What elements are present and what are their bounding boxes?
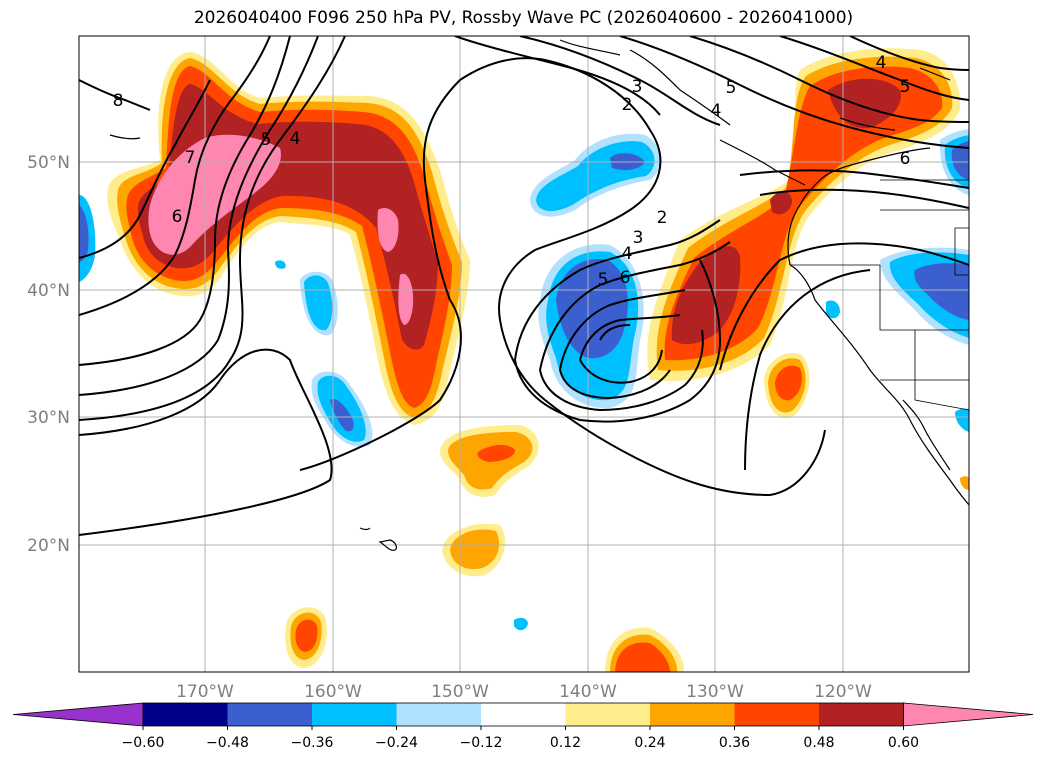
contour-label-4-west: 4 bbox=[290, 129, 301, 149]
negative-anomaly-w2c bbox=[330, 399, 354, 432]
contour-label-7: 7 bbox=[185, 148, 196, 168]
colorbar-frame bbox=[142, 702, 904, 727]
coastlines bbox=[109, 39, 969, 551]
colorbar-segment bbox=[650, 703, 735, 726]
colorbar-ticks: −0.60 −0.48 −0.36 −0.24 −0.12 0.12 0.24 0.36 0.4… bbox=[122, 726, 919, 751]
positive-anomaly-ne-darkred bbox=[671, 246, 741, 345]
lon-label-140w: 140°W bbox=[559, 682, 617, 702]
contour-label-5-west: 5 bbox=[261, 130, 272, 150]
colorbar-tick-label: −0.48 bbox=[206, 735, 249, 751]
colorbar-segment bbox=[819, 703, 904, 726]
contour-labels: 8 7 6 5 4 3 2 5 4 4 5 6 2 3 4 5 6 bbox=[113, 53, 911, 290]
negative-anomaly-small-1 bbox=[826, 300, 840, 319]
negative-anomaly-west-edge-b bbox=[79, 205, 89, 262]
lat-label-50n: 50°N bbox=[27, 153, 70, 173]
colorbar-tick-label: 0.12 bbox=[550, 735, 581, 751]
positive-anomaly-nw-pink2 bbox=[377, 208, 399, 252]
contours bbox=[79, 36, 969, 536]
contour-label-8: 8 bbox=[113, 91, 124, 111]
colorbar-extend-high bbox=[903, 702, 1034, 727]
lat-label-30n: 30°N bbox=[27, 408, 70, 428]
contour-label-5-center: 5 bbox=[598, 270, 609, 290]
colorbar-segment bbox=[143, 703, 228, 726]
negative-anomaly-ne-edge-c bbox=[951, 141, 969, 180]
lon-label-170w: 170°W bbox=[176, 682, 234, 702]
colorbar-segment bbox=[396, 703, 482, 726]
negative-anomaly-w1b bbox=[304, 275, 333, 331]
lat-label-40n: 40°N bbox=[27, 281, 70, 301]
lat-label-20n: 20°N bbox=[27, 536, 70, 556]
colorbar-tick-label: −0.12 bbox=[460, 735, 503, 751]
lon-label-160w: 160°W bbox=[304, 682, 362, 702]
colorbar-segment bbox=[734, 703, 820, 726]
map-frame bbox=[78, 35, 970, 673]
contour-label-6-west: 6 bbox=[172, 207, 183, 227]
contour-label-4-center: 4 bbox=[622, 244, 633, 264]
positive-blob-6 bbox=[960, 476, 969, 490]
positive-blob-2b bbox=[450, 529, 500, 570]
negative-anomaly-small-2 bbox=[514, 617, 528, 631]
lon-label-120w: 120°W bbox=[814, 682, 872, 702]
colorbar-tick-label: −0.36 bbox=[291, 735, 334, 751]
lon-label-130w: 130°W bbox=[686, 682, 744, 702]
positive-anomaly-ne-darkred2 bbox=[770, 191, 792, 215]
positive-anomaly-ne-darkred3 bbox=[828, 78, 901, 129]
contour-label-2-north: 2 bbox=[622, 95, 633, 115]
positive-blob-3c bbox=[295, 619, 318, 652]
positive-blob-4c bbox=[615, 642, 670, 672]
colorbar bbox=[12, 702, 1034, 727]
colorbar-tick-label: −0.24 bbox=[375, 735, 418, 751]
negative-anomaly-e-c bbox=[914, 263, 969, 320]
contour-label-4-north: 4 bbox=[711, 101, 722, 121]
contour-label-3-north: 3 bbox=[632, 77, 643, 97]
colorbar-tick-label: −0.60 bbox=[122, 735, 165, 751]
contour-label-5-ne: 5 bbox=[900, 77, 911, 97]
colorbar-tick-label: 0.24 bbox=[634, 735, 665, 751]
colorbar-extend-low bbox=[12, 702, 144, 727]
negative-anomaly-small-3 bbox=[955, 408, 969, 432]
positive-anomaly-nw-pink bbox=[148, 134, 281, 255]
positive-anomaly-nw-pink3 bbox=[398, 273, 414, 325]
colorbar-tick-label: 0.36 bbox=[719, 735, 750, 751]
colorbar-segment bbox=[227, 703, 313, 726]
contour-label-6-center: 6 bbox=[620, 268, 631, 288]
colorbar-segment bbox=[481, 703, 566, 726]
colorbar-tick-label: 0.60 bbox=[888, 735, 919, 751]
contour-label-3-center: 3 bbox=[633, 228, 644, 248]
latitude-labels: 50°N 40°N 30°N 20°N bbox=[27, 153, 70, 556]
lon-label-150w: 150°W bbox=[431, 682, 489, 702]
contour-label-6-ne: 6 bbox=[900, 149, 911, 169]
contour-label-4-ne: 4 bbox=[876, 53, 887, 73]
positive-blob-1c bbox=[477, 444, 515, 462]
colorbar-segment bbox=[312, 703, 397, 726]
contour-label-2-center: 2 bbox=[657, 208, 668, 228]
contour-label-5-north: 5 bbox=[726, 78, 737, 98]
map-title: 2026040400 F096 250 hPa PV, Rossby Wave … bbox=[193, 8, 854, 28]
negative-anomaly-w3 bbox=[275, 260, 286, 269]
longitude-labels: 170°W 160°W 150°W 140°W 130°W 120°W bbox=[176, 682, 872, 702]
colorbar-segment bbox=[565, 703, 651, 726]
positive-blob-5c bbox=[775, 365, 802, 401]
colorbar-tick-label: 0.48 bbox=[803, 735, 834, 751]
